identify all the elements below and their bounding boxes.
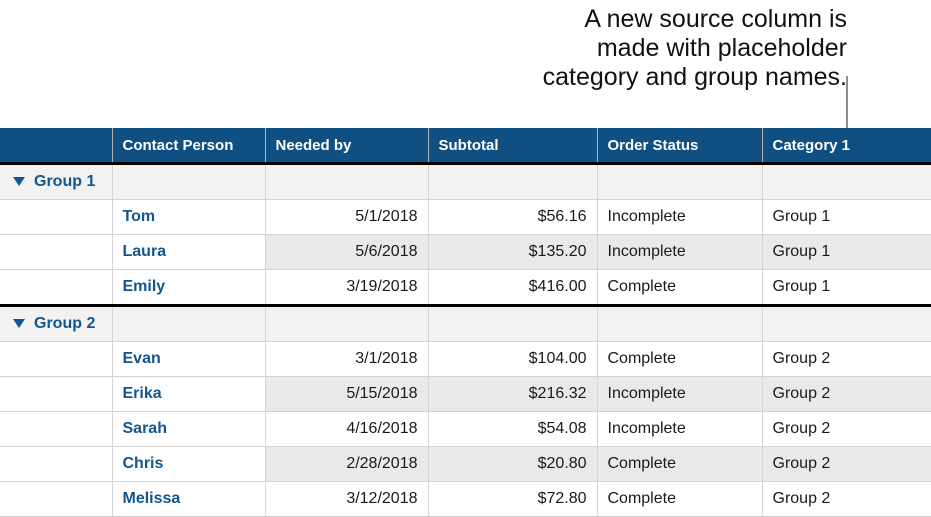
disclosure-triangle-icon[interactable]	[13, 319, 25, 329]
empty-group-cell[interactable]	[597, 163, 763, 200]
needed-by-cell[interactable]: 3/19/2018	[265, 269, 429, 307]
empty-group-cell[interactable]	[762, 163, 931, 200]
subtotal-cell[interactable]: $135.20	[428, 234, 598, 270]
subtotal-cell[interactable]: $216.32	[428, 376, 598, 412]
categorized-table: Contact Person Needed by Subtotal Order …	[0, 128, 931, 517]
category-cell[interactable]: Group 1	[762, 234, 931, 270]
contact-name-cell[interactable]: Emily	[112, 269, 266, 307]
table-row: Chris 2/28/2018 $20.80 Complete Group 2	[0, 446, 931, 482]
empty-group-cell[interactable]	[428, 305, 598, 342]
header-cell-blank[interactable]	[0, 128, 113, 165]
order-status-cell[interactable]: Complete	[597, 481, 763, 517]
disclosure-triangle-icon[interactable]	[13, 177, 25, 187]
row-head-cell[interactable]	[0, 446, 113, 482]
empty-group-cell[interactable]	[112, 163, 266, 200]
header-cell-subtotal[interactable]: Subtotal	[428, 128, 598, 165]
row-head-cell[interactable]	[0, 411, 113, 447]
table-row: Erika 5/15/2018 $216.32 Incomplete Group 2	[0, 376, 931, 412]
table-row: Evan 3/1/2018 $104.00 Complete Group 2	[0, 341, 931, 377]
empty-group-cell[interactable]	[112, 305, 266, 342]
contact-name-cell[interactable]: Evan	[112, 341, 266, 377]
order-status-cell[interactable]: Incomplete	[597, 234, 763, 270]
contact-name-cell[interactable]: Sarah	[112, 411, 266, 447]
header-cell-contact-person[interactable]: Contact Person	[112, 128, 266, 165]
row-head-cell[interactable]	[0, 376, 113, 412]
order-status-cell[interactable]: Complete	[597, 269, 763, 307]
needed-by-cell[interactable]: 2/28/2018	[265, 446, 429, 482]
subtotal-cell[interactable]: $72.80	[428, 481, 598, 517]
contact-name-cell[interactable]: Chris	[112, 446, 266, 482]
empty-group-cell[interactable]	[597, 305, 763, 342]
row-head-cell[interactable]	[0, 341, 113, 377]
category-cell[interactable]: Group 2	[762, 446, 931, 482]
needed-by-cell[interactable]: 5/6/2018	[265, 234, 429, 270]
group-title-cell[interactable]: Group 2	[0, 305, 113, 342]
order-status-cell[interactable]: Complete	[597, 341, 763, 377]
category-cell[interactable]: Group 1	[762, 199, 931, 235]
category-cell[interactable]: Group 2	[762, 341, 931, 377]
header-cell-order-status[interactable]: Order Status	[597, 128, 763, 165]
needed-by-cell[interactable]: 4/16/2018	[265, 411, 429, 447]
order-status-cell[interactable]: Incomplete	[597, 411, 763, 447]
order-status-cell[interactable]: Incomplete	[597, 376, 763, 412]
needed-by-cell[interactable]: 5/15/2018	[265, 376, 429, 412]
needed-by-cell[interactable]: 5/1/2018	[265, 199, 429, 235]
orders-table: Contact Person Needed by Subtotal Order …	[0, 128, 931, 517]
group-label: Group 2	[34, 314, 96, 332]
subtotal-cell[interactable]: $104.00	[428, 341, 598, 377]
table-row: Tom 5/1/2018 $56.16 Incomplete Group 1	[0, 199, 931, 235]
table-body: Group 1 Tom 5/1/2018 $56.16 Incomplete Group …	[0, 163, 931, 517]
empty-group-cell[interactable]	[428, 163, 598, 200]
row-head-cell[interactable]	[0, 269, 113, 307]
subtotal-cell[interactable]: $20.80	[428, 446, 598, 482]
order-status-cell[interactable]: Incomplete	[597, 199, 763, 235]
empty-group-cell[interactable]	[762, 305, 931, 342]
header-row: Contact Person Needed by Subtotal Order …	[0, 128, 931, 165]
header-cell-needed-by[interactable]: Needed by	[265, 128, 429, 165]
category-cell[interactable]: Group 2	[762, 376, 931, 412]
category-cell[interactable]: Group 2	[762, 411, 931, 447]
subtotal-cell[interactable]: $416.00	[428, 269, 598, 307]
table-row: Laura 5/6/2018 $135.20 Incomplete Group 1	[0, 234, 931, 270]
needed-by-cell[interactable]: 3/12/2018	[265, 481, 429, 517]
category-cell[interactable]: Group 1	[762, 269, 931, 307]
group-title-cell[interactable]: Group 1	[0, 163, 113, 200]
needed-by-cell[interactable]: 3/1/2018	[265, 341, 429, 377]
header-cell-category[interactable]: Category 1	[762, 128, 931, 165]
group-header-row: Group 2	[0, 305, 931, 342]
row-head-cell[interactable]	[0, 199, 113, 235]
table-row: Emily 3/19/2018 $416.00 Complete Group 1	[0, 269, 931, 307]
category-cell[interactable]: Group 2	[762, 481, 931, 517]
subtotal-cell[interactable]: $56.16	[428, 199, 598, 235]
callout-pointer-line	[846, 76, 848, 128]
contact-name-cell[interactable]: Erika	[112, 376, 266, 412]
order-status-cell[interactable]: Complete	[597, 446, 763, 482]
contact-name-cell[interactable]: Tom	[112, 199, 266, 235]
table-row: Sarah 4/16/2018 $54.08 Incomplete Group 2	[0, 411, 931, 447]
contact-name-cell[interactable]: Laura	[112, 234, 266, 270]
row-head-cell[interactable]	[0, 481, 113, 517]
contact-name-cell[interactable]: Melissa	[112, 481, 266, 517]
group-label: Group 1	[34, 172, 96, 190]
group-header-row: Group 1	[0, 163, 931, 200]
row-head-cell[interactable]	[0, 234, 113, 270]
table-row: Melissa 3/12/2018 $72.80 Complete Group 2	[0, 481, 931, 517]
subtotal-cell[interactable]: $54.08	[428, 411, 598, 447]
empty-group-cell[interactable]	[265, 163, 429, 200]
callout-text: A new source column is made with placeho…	[542, 5, 847, 91]
empty-group-cell[interactable]	[265, 305, 429, 342]
